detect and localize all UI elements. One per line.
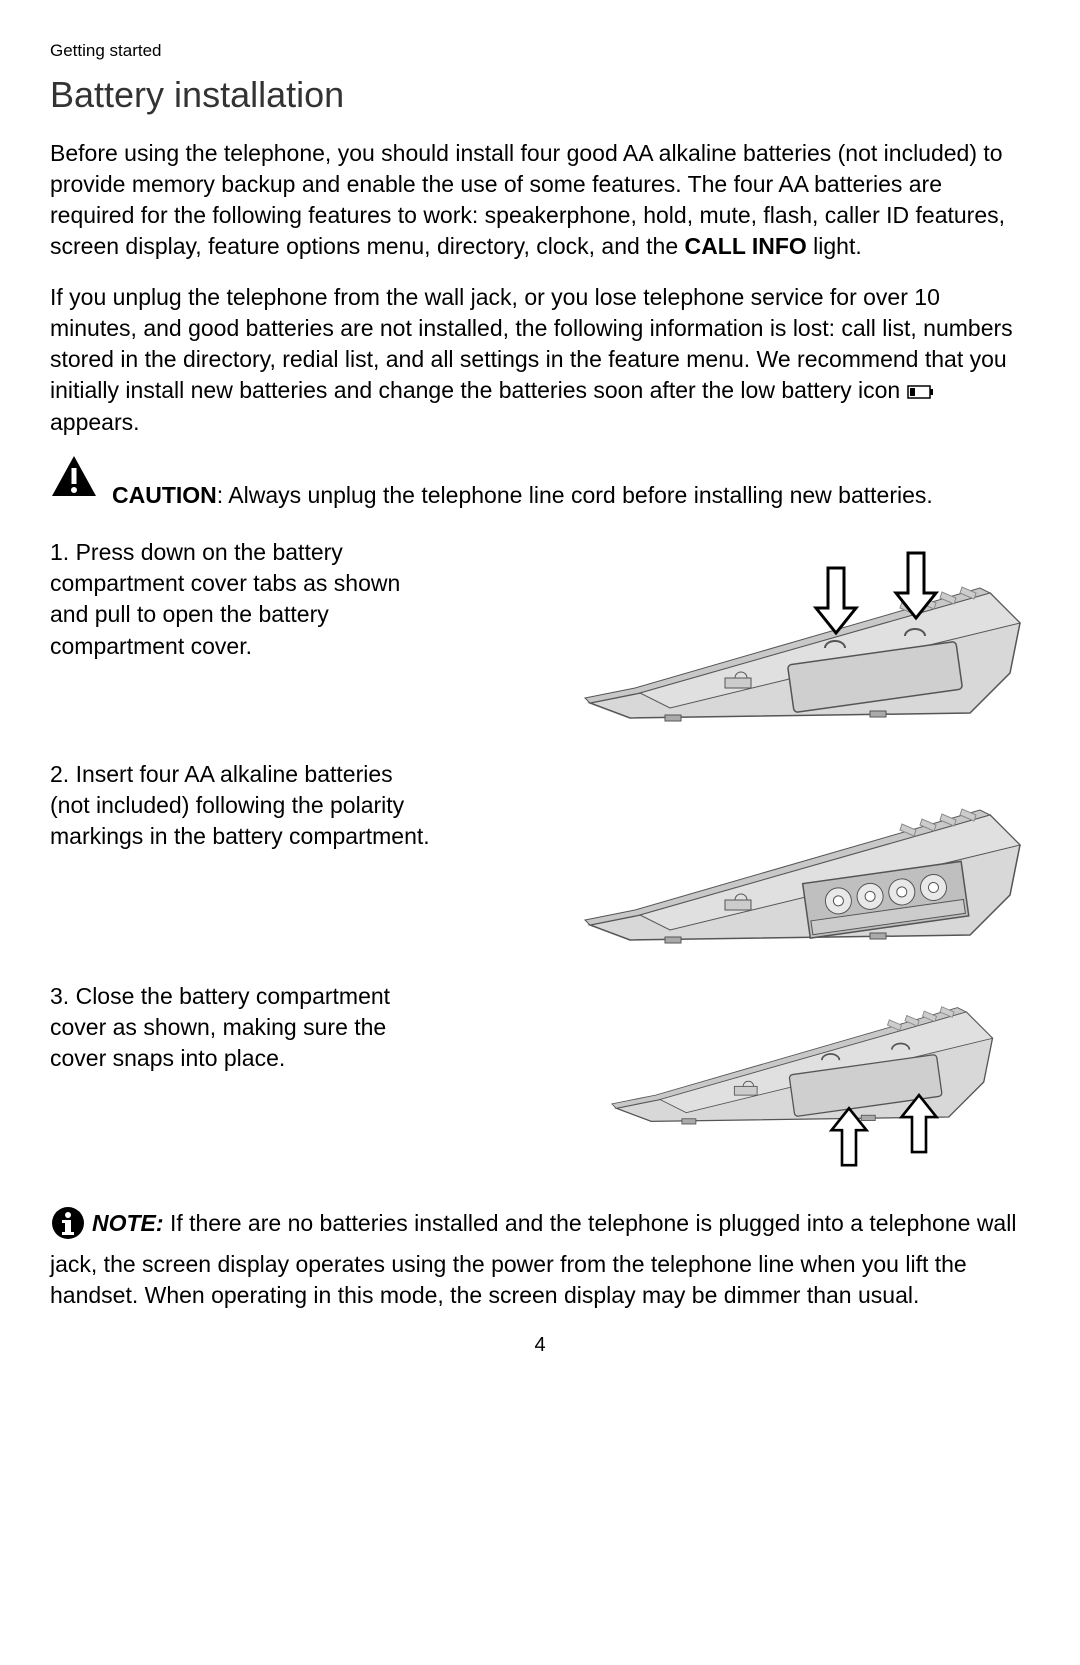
step-1-text: 1. Press down on the battery compartment… — [50, 533, 430, 661]
note-block: NOTE: If there are no batteries installe… — [50, 1205, 1030, 1311]
intro-paragraph-1: Before using the telephone, you should i… — [50, 138, 1030, 262]
caution-block: CAUTION: Always unplug the telephone lin… — [50, 458, 1030, 511]
step-2-text: 2. Insert four AA alkaline batteries (no… — [50, 755, 430, 852]
step-3-text: 3. Close the battery compartment cover a… — [50, 977, 430, 1074]
intro-paragraph-2: If you unplug the telephone from the wal… — [50, 282, 1030, 439]
step-1-row: 1. Press down on the battery compartment… — [50, 533, 1030, 743]
step-1-body: Press down on the battery compartment co… — [50, 539, 400, 658]
phone-diagram-insert-batteries — [570, 755, 1030, 965]
note-label: NOTE: — [92, 1210, 164, 1236]
note-body: If there are no batteries installed and … — [50, 1210, 1016, 1308]
step-3-illustration — [450, 977, 1030, 1187]
warning-triangle-icon — [50, 454, 98, 506]
info-icon — [50, 1205, 86, 1249]
step-1-illustration — [450, 533, 1030, 743]
p2-a: If you unplug the telephone from the wal… — [50, 284, 1013, 403]
phone-diagram-open-cover — [570, 533, 1030, 743]
caution-label: CAUTION — [112, 482, 217, 508]
step-2-body: Insert four AA alkaline batteries (not i… — [50, 761, 430, 849]
section-label: Getting started — [50, 40, 1030, 63]
low-battery-icon — [907, 376, 935, 407]
step-2-illustration — [450, 755, 1030, 965]
p2-b: appears. — [50, 409, 140, 435]
page-number: 4 — [50, 1332, 1030, 1359]
page-title: Battery installation — [50, 71, 1030, 120]
step-1-number: 1. — [50, 539, 76, 565]
p1-bold: CALL INFO — [685, 233, 807, 259]
step-2-number: 2. — [50, 761, 76, 787]
caution-body: : Always unplug the telephone line cord … — [217, 482, 933, 508]
step-2-row: 2. Insert four AA alkaline batteries (no… — [50, 755, 1030, 965]
step-3-body: Close the battery compartment cover as s… — [50, 983, 390, 1071]
p1-b: light. — [807, 233, 862, 259]
caution-text: CAUTION: Always unplug the telephone lin… — [112, 480, 933, 511]
phone-diagram-close-cover — [570, 977, 1030, 1187]
step-3-row: 3. Close the battery compartment cover a… — [50, 977, 1030, 1187]
step-3-number: 3. — [50, 983, 76, 1009]
